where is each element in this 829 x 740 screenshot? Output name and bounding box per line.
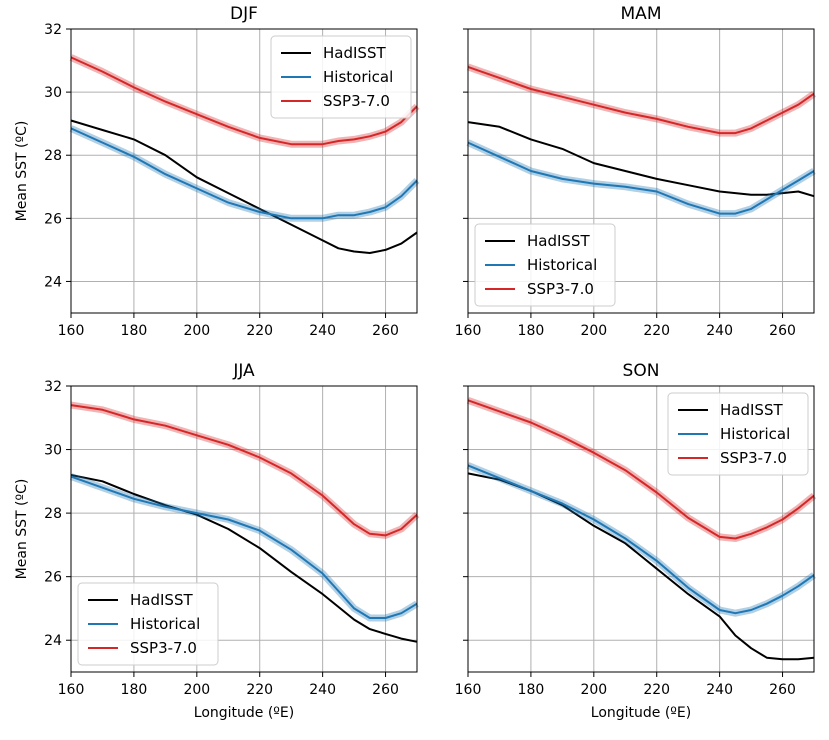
y-tick-label: 30 — [44, 85, 62, 101]
x-tick-label: 220 — [643, 323, 670, 339]
legend-label-hadisst: HadISST — [130, 591, 193, 609]
series-line-historical — [467, 464, 815, 615]
x-tick-label: 160 — [455, 323, 482, 339]
x-tick-label: 160 — [58, 682, 85, 698]
legend-label-hadisst: HadISST — [527, 232, 590, 250]
x-tick-label: 220 — [246, 323, 273, 339]
legend-label-historical: Historical — [720, 425, 790, 443]
legend-box — [667, 392, 809, 476]
band-historical — [69, 125, 420, 222]
x-tick-label: 200 — [580, 323, 607, 339]
y-tick-label: 28 — [44, 148, 62, 164]
axes-frame — [467, 385, 815, 673]
series-line-ssp3-7-0 — [70, 56, 418, 146]
x-tick-label: 200 — [183, 682, 210, 698]
y-tick-label: 32 — [44, 22, 62, 38]
legend-label-historical: Historical — [130, 615, 200, 633]
legend: HadISST Historical SSP3-7.0 — [474, 223, 616, 307]
panel-djf: 160 180 200 220 240 260 24 26 28 30 32 DJF Mean SST … — [14, 4, 420, 339]
panel-title: DJF — [230, 4, 258, 24]
series-line-hadisst — [70, 474, 418, 643]
legend-label-historical: Historical — [323, 68, 393, 86]
y-axis-label: Mean SST (ºC) — [14, 479, 30, 580]
x-tick-label: 180 — [121, 682, 148, 698]
panel-title: SON — [623, 361, 660, 381]
x-tick-label: 180 — [518, 323, 545, 339]
series-line-historical — [70, 475, 418, 619]
x-tick-label: 200 — [183, 323, 210, 339]
series-line-historical — [70, 127, 418, 220]
series-line-hadisst — [70, 119, 418, 254]
panel-title: MAM — [621, 4, 662, 24]
panel-title: JJA — [232, 361, 255, 381]
x-tick-label: 180 — [518, 682, 545, 698]
legend-label-hadisst: HadISST — [323, 44, 386, 62]
legend-label-historical: Historical — [527, 256, 597, 274]
x-tick-label: 260 — [769, 682, 796, 698]
legend-box — [270, 35, 412, 119]
y-tick-label: 32 — [44, 379, 62, 395]
x-tick-label: 240 — [706, 682, 733, 698]
x-tick-label: 220 — [246, 682, 273, 698]
panel-mam: 160 180 200 220 240 260 MAM HadISST Historical SS… — [455, 4, 817, 339]
axes-frame — [70, 28, 418, 314]
x-axis-label: Longitude (ºE) — [194, 705, 294, 721]
x-tick-label: 180 — [121, 323, 148, 339]
series-line-ssp3-7-0 — [467, 65, 815, 135]
x-tick-label: 260 — [372, 682, 399, 698]
legend: HadISST Historical SSP3-7.0 — [77, 582, 219, 666]
legend-label-ssp3-7-0: SSP3-7.0 — [130, 639, 197, 657]
x-tick-label: 220 — [643, 682, 670, 698]
y-axis-label: Mean SST (ºC) — [14, 121, 30, 222]
band-historical — [466, 462, 817, 617]
x-tick-label: 200 — [580, 682, 607, 698]
legend: HadISST Historical SSP3-7.0 — [667, 392, 809, 476]
axes-frame — [467, 28, 815, 314]
band-ssp3-7-0 — [70, 401, 420, 539]
y-tick-label: 26 — [44, 570, 62, 586]
legend-box — [77, 582, 219, 666]
y-tick-label: 26 — [44, 211, 62, 227]
x-tick-label: 240 — [309, 682, 336, 698]
series-line-ssp3-7-0 — [70, 404, 418, 537]
series-line-historical — [467, 141, 815, 215]
series-line-hadisst — [467, 121, 815, 198]
x-tick-label: 160 — [58, 323, 85, 339]
legend-box — [474, 223, 616, 307]
panel-son: 160 180 200 220 240 260 SON Longitude (ºE) HadIS… — [455, 361, 817, 721]
x-axis-label: Longitude (ºE) — [591, 705, 691, 721]
legend-label-ssp3-7-0: SSP3-7.0 — [527, 280, 594, 298]
series-line-hadisst — [467, 472, 815, 661]
x-tick-label: 160 — [455, 682, 482, 698]
panel-jja: 160 180 200 220 240 260 24 26 28 30 32 JJA Mean SST … — [14, 361, 420, 721]
series-line-ssp3-7-0 — [467, 399, 815, 540]
x-tick-label: 260 — [372, 323, 399, 339]
y-tick-label: 24 — [44, 633, 62, 649]
legend: HadISST Historical SSP3-7.0 — [270, 35, 412, 119]
legend-label-hadisst: HadISST — [720, 401, 783, 419]
legend-label-ssp3-7-0: SSP3-7.0 — [720, 449, 787, 467]
y-tick-label: 28 — [44, 506, 62, 522]
x-tick-label: 260 — [769, 323, 796, 339]
x-tick-label: 240 — [309, 323, 336, 339]
x-tick-label: 240 — [706, 323, 733, 339]
axes-frame — [70, 385, 418, 673]
y-tick-label: 24 — [44, 274, 62, 290]
y-tick-label: 30 — [44, 443, 62, 459]
legend-label-ssp3-7-0: SSP3-7.0 — [323, 92, 390, 110]
